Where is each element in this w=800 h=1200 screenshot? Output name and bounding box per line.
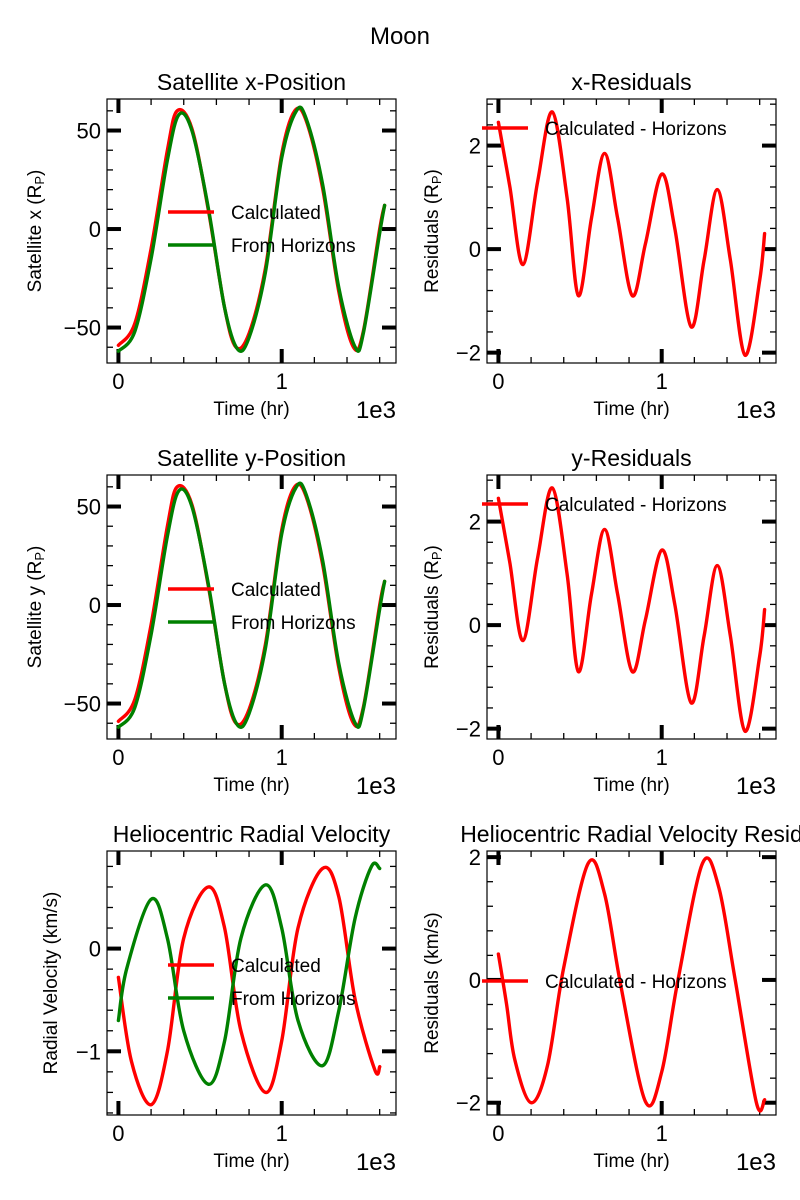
series-line-from-horizons (116, 861, 382, 1086)
panels: 0 1 −50 0 50 Satellite x-Position Time (hr) 1e3… (25, 69, 800, 1176)
y-tick-label: 0 (469, 968, 481, 993)
x-tick-label: 1 (276, 369, 288, 394)
chart-panel-1: 0 1 −50 0 50 Satellite x-Position Time (hr) 1e3… (25, 69, 397, 424)
y-axis-label: Satellite y (RP) (25, 546, 47, 669)
x-tick-label: 0 (492, 369, 504, 394)
chart-panel-5: 0 1 −1 0 Heliocentric Radial Velocity Time (h… (41, 821, 397, 1176)
x-offset-label: 1e3 (356, 1149, 396, 1176)
x-tick-label: 0 (492, 1121, 504, 1146)
plot-area (116, 861, 382, 1107)
x-tick-label: 0 (112, 745, 124, 770)
axes-frame (486, 850, 777, 1116)
series-line-calculated-horizons (496, 110, 767, 357)
x-offset-label: 1e3 (736, 1149, 776, 1176)
y-tick-label: 0 (469, 237, 481, 262)
y-axis-label: Satellite x (RP) (25, 170, 47, 293)
legend-label: Calculated - Horizons (545, 495, 727, 516)
y-axis-label: Radial Velocity (km/s) (41, 892, 62, 1075)
chart-title: Heliocentric Radial Velocity (113, 821, 391, 847)
y-tick-label: 0 (89, 937, 101, 962)
chart-title: x-Residuals (571, 69, 691, 95)
y-tick-label: 50 (77, 495, 101, 520)
chart-title: Satellite y-Position (157, 445, 346, 471)
x-axis-label: Time (hr) (593, 399, 669, 420)
legend-label: From Horizons (231, 989, 356, 1010)
plot-area (116, 105, 387, 353)
y-tick-label: 2 (469, 134, 481, 159)
y-tick-label: 0 (89, 217, 101, 242)
y-axis-label: Residuals (km/s) (422, 912, 443, 1053)
chart-title: Satellite x-Position (157, 69, 346, 95)
x-offset-label: 1e3 (736, 397, 776, 424)
y-tick-label: −2 (456, 717, 481, 742)
x-tick-label: 1 (656, 369, 668, 394)
x-axis-label: Time (hr) (213, 399, 289, 420)
series-line-calculated-horizons (496, 486, 767, 733)
legend-label: Calculated (231, 956, 321, 977)
chart-title: Heliocentric Radial Velocity Resid (460, 821, 800, 847)
x-axis-label: Time (hr) (593, 775, 669, 796)
y-tick-label: −2 (456, 341, 481, 366)
y-tick-label: 2 (469, 845, 481, 870)
x-tick-label: 0 (492, 745, 504, 770)
legend-label: Calculated (231, 203, 321, 224)
x-tick-label: 1 (656, 1121, 668, 1146)
plot-area (496, 110, 767, 357)
chart-panel-4: 0 1 −2 0 2 y-Residuals Time (hr) 1e3 Residuals (… (422, 445, 777, 800)
legend-label: From Horizons (231, 236, 356, 257)
figure-title: Moon (370, 23, 430, 50)
series-line-from-horizons (116, 481, 387, 729)
x-tick-label: 1 (276, 745, 288, 770)
y-tick-label: −50 (64, 316, 101, 341)
series-line-calculated (116, 865, 382, 1107)
y-axis-label: Residuals (RP) (422, 169, 444, 293)
x-tick-label: 1 (656, 745, 668, 770)
y-tick-label: −2 (456, 1091, 481, 1116)
legend-label: From Horizons (231, 613, 356, 634)
x-tick-label: 0 (112, 369, 124, 394)
x-tick-label: 0 (112, 1121, 124, 1146)
x-axis-label: Time (hr) (213, 775, 289, 796)
series-line-calculated-horizons (496, 856, 767, 1113)
y-tick-label: 50 (77, 119, 101, 144)
axes-frame (486, 474, 777, 740)
y-tick-label: 0 (89, 593, 101, 618)
y-tick-label: 0 (469, 613, 481, 638)
chart-panel-3: 0 1 −50 0 50 Satellite y-Position Time (hr) 1e3… (25, 445, 397, 800)
chart-title: y-Residuals (571, 445, 691, 471)
chart-panel-2: 0 1 −2 0 2 x-Residuals Time (hr) 1e3 Residuals (… (422, 69, 777, 424)
plot-area (116, 481, 387, 729)
x-tick-label: 1 (276, 1121, 288, 1146)
y-tick-label: −50 (64, 692, 101, 717)
y-tick-label: −1 (76, 1039, 101, 1064)
axes-frame (106, 850, 397, 1116)
y-tick-label: 2 (469, 510, 481, 535)
plot-area (496, 856, 767, 1113)
legend-label: Calculated - Horizons (545, 119, 727, 140)
x-offset-label: 1e3 (356, 773, 396, 800)
x-axis-label: Time (hr) (593, 1151, 669, 1172)
x-offset-label: 1e3 (736, 773, 776, 800)
x-offset-label: 1e3 (356, 397, 396, 424)
axes-frame (486, 98, 777, 364)
legend-label: Calculated (231, 580, 321, 601)
x-axis-label: Time (hr) (213, 1151, 289, 1172)
plot-area (496, 486, 767, 733)
series-line-from-horizons (116, 105, 387, 353)
legend-label: Calculated - Horizons (545, 972, 727, 993)
y-axis-label: Residuals (RP) (422, 545, 444, 669)
